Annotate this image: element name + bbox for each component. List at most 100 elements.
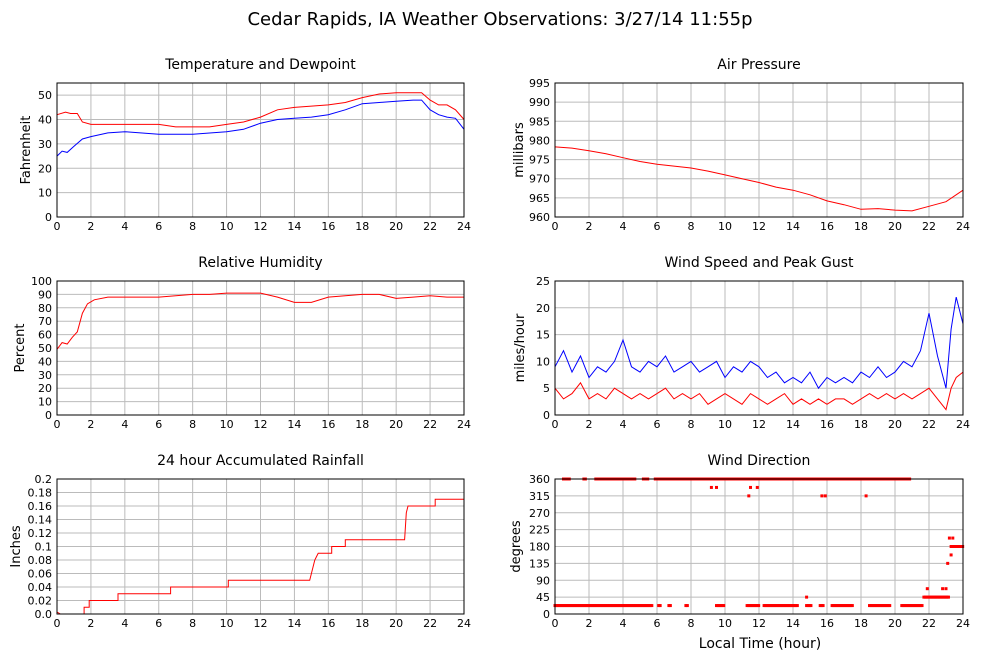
y-tick-label: 990 — [529, 96, 550, 109]
x-tick-label: 12 — [254, 617, 268, 630]
scatter-point — [951, 536, 955, 540]
y-tick-label: 965 — [529, 192, 550, 205]
y-tick-label: 0.18 — [28, 487, 53, 500]
x-tick-label: 20 — [389, 418, 403, 431]
scatter-point — [749, 485, 752, 489]
y-tick-label: 995 — [529, 77, 550, 90]
series-line-blue — [56, 99, 465, 157]
x-tick-label: 24 — [956, 220, 970, 233]
y-axis-label: Fahrenheit — [19, 116, 34, 185]
chart-title: 24 hour Accumulated Rainfall — [157, 453, 364, 469]
scatter-point — [850, 604, 854, 608]
x-tick-label: 0 — [54, 220, 61, 233]
x-tick-label: 4 — [620, 418, 627, 431]
y-tick-label: 20 — [536, 302, 550, 315]
x-tick-label: 8 — [189, 418, 196, 431]
y-tick-label: 0 — [45, 211, 52, 224]
x-tick-label: 2 — [586, 617, 593, 630]
x-tick-label: 0 — [552, 220, 559, 233]
x-tick-label: 12 — [752, 617, 766, 630]
plot-frame — [56, 478, 465, 615]
y-tick-label: 0.1 — [35, 541, 53, 554]
y-tick-label: 315 — [529, 490, 550, 503]
x-tick-label: 24 — [457, 617, 471, 630]
x-tick-label: 12 — [254, 418, 268, 431]
plot-frame — [56, 82, 465, 218]
x-tick-label: 16 — [321, 418, 335, 431]
y-tick-label: 45 — [536, 591, 550, 604]
x-tick-label: 20 — [888, 617, 902, 630]
y-tick-label: 40 — [38, 355, 52, 368]
x-tick-label: 4 — [121, 617, 128, 630]
y-tick-label: 15 — [536, 329, 550, 342]
x-tick-label: 20 — [389, 617, 403, 630]
x-tick-label: 10 — [220, 220, 234, 233]
y-tick-label: 10 — [536, 355, 550, 368]
x-tick-label: 22 — [922, 220, 936, 233]
series-line-red — [56, 498, 464, 615]
series-line-red — [554, 146, 964, 212]
series-line-red — [56, 92, 465, 128]
x-tick-label: 6 — [155, 220, 162, 233]
x-tick-label: 6 — [654, 418, 661, 431]
scatter-point — [805, 595, 809, 599]
y-axis-label: millibars — [512, 122, 527, 178]
x-tick-label: 22 — [423, 617, 437, 630]
x-tick-label: 18 — [854, 220, 868, 233]
y-tick-label: 225 — [529, 524, 550, 537]
scatter-point — [685, 604, 689, 608]
x-tick-label: 10 — [718, 617, 732, 630]
y-axis-label: miles/hour — [513, 313, 528, 382]
x-tick-label: 6 — [155, 617, 162, 630]
x-tick-label: 2 — [586, 418, 593, 431]
scatter-point — [658, 604, 662, 608]
chart-title: Air Pressure — [717, 57, 800, 73]
y-tick-label: 0.04 — [28, 581, 53, 594]
x-axis-label: Local Time (hour) — [699, 636, 821, 652]
y-tick-label: 970 — [529, 173, 550, 186]
y-tick-label: 975 — [529, 154, 550, 167]
x-tick-label: 8 — [688, 617, 695, 630]
scatter-point — [949, 553, 953, 557]
scatter-point — [941, 587, 945, 591]
y-tick-label: 0.2 — [35, 473, 53, 486]
y-axis-label: Percent — [13, 324, 28, 373]
x-tick-label: 24 — [956, 617, 970, 630]
y-tick-label: 50 — [38, 89, 52, 102]
x-tick-label: 0 — [552, 617, 559, 630]
x-tick-label: 16 — [321, 617, 335, 630]
scatter-point — [747, 494, 751, 498]
y-axis-label: Inches — [9, 525, 24, 567]
y-tick-label: 30 — [38, 138, 52, 151]
scatter-point — [722, 604, 726, 608]
y-tick-label: 10 — [38, 187, 52, 200]
plot-frame — [554, 82, 964, 218]
x-tick-label: 24 — [956, 418, 970, 431]
x-tick-label: 22 — [423, 418, 437, 431]
x-tick-label: 2 — [87, 418, 94, 431]
x-tick-label: 18 — [355, 418, 369, 431]
x-tick-label: 20 — [888, 220, 902, 233]
x-tick-label: 18 — [355, 220, 369, 233]
x-tick-label: 2 — [87, 617, 94, 630]
chart-title: Temperature and Dewpoint — [164, 57, 356, 73]
x-tick-label: 8 — [688, 220, 695, 233]
scatter-point — [650, 604, 654, 608]
y-tick-label: 980 — [529, 134, 550, 147]
x-tick-label: 12 — [752, 220, 766, 233]
y-tick-label: 80 — [38, 302, 52, 315]
x-tick-label: 14 — [287, 617, 301, 630]
x-tick-label: 22 — [922, 617, 936, 630]
y-tick-label: 40 — [38, 114, 52, 127]
y-tick-label: 20 — [38, 382, 52, 395]
y-tick-label: 50 — [38, 342, 52, 355]
x-tick-label: 18 — [355, 617, 369, 630]
x-tick-label: 6 — [155, 418, 162, 431]
x-tick-label: 16 — [820, 418, 834, 431]
y-tick-label: 0.06 — [28, 568, 53, 581]
x-tick-label: 4 — [620, 220, 627, 233]
